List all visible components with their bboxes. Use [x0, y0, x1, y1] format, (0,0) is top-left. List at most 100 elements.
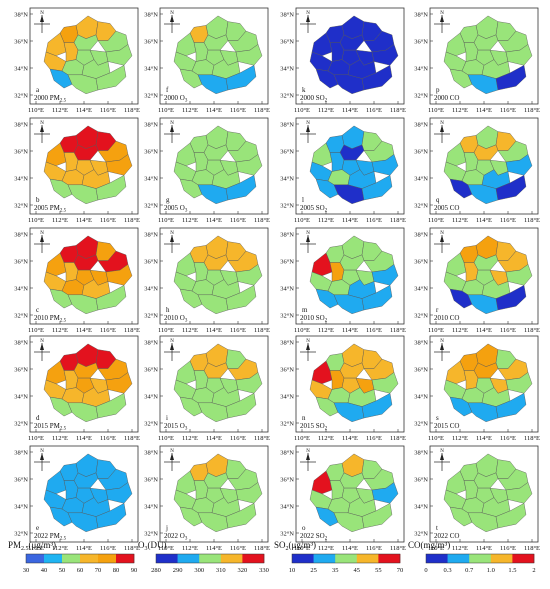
x-tick-label: 112°E [52, 545, 68, 552]
y-tick-label: 38°N [414, 12, 428, 19]
north-arrow-icon [440, 15, 444, 22]
legend-swatch [199, 554, 222, 563]
x-tick-label: 118°E [390, 327, 406, 334]
y-tick-label: 34°N [280, 286, 294, 293]
legend-tick-label: 0.3 [444, 567, 452, 574]
legend-co: CO(mg/m³) 0 0.3 0.7 1.0 1.5 2 [408, 540, 536, 574]
y-tick-label: 34°N [14, 286, 28, 293]
north-label: N [40, 231, 44, 236]
y-tick-label: 38°N [144, 232, 158, 239]
panel-caption: 2000 SO2 [300, 94, 328, 104]
y-tick-label: 34°N [14, 176, 28, 183]
y-tick-label: 38°N [414, 450, 428, 457]
legend-tick-label: 1.0 [487, 567, 495, 574]
y-tick-label: 32°N [280, 531, 294, 538]
y-tick-label: 34°N [144, 176, 158, 183]
y-tick-label: 38°N [144, 450, 158, 457]
region-15 [95, 64, 127, 91]
north-arrow-icon [440, 125, 444, 132]
x-tick-label: 116°E [366, 327, 382, 334]
y-tick-label: 38°N [14, 122, 28, 129]
legend-swatch [512, 554, 535, 563]
x-tick-label: 114°E [206, 327, 222, 334]
y-tick-label: 34°N [414, 286, 428, 293]
legend-tick-label: 60 [77, 567, 84, 574]
legend-bar-frame [25, 553, 135, 564]
x-tick-label: 110°E [428, 435, 444, 442]
y-tick-label: 34°N [414, 66, 428, 73]
y-tick-label: 36°N [144, 367, 158, 374]
x-tick-label: 116°E [230, 545, 246, 552]
y-tick-label: 34°N [280, 504, 294, 511]
north-label: N [440, 449, 444, 454]
y-tick-label: 36°N [14, 39, 28, 46]
x-tick-label: 116°E [100, 327, 116, 334]
north-arrow-icon [40, 15, 44, 22]
x-tick-label: 110°E [28, 545, 44, 552]
north-label: N [40, 339, 44, 344]
region-15 [361, 392, 393, 419]
north-arrow-icon [170, 15, 174, 22]
region-15 [361, 174, 393, 201]
north-arrow-icon [306, 125, 310, 132]
y-tick-label: 32°N [414, 531, 428, 538]
north-label: N [306, 231, 310, 236]
x-tick-label: 112°E [452, 435, 468, 442]
y-tick-label: 36°N [144, 477, 158, 484]
x-tick-label: 114°E [76, 217, 92, 224]
north-label: N [40, 11, 44, 16]
north-label: N [170, 11, 174, 16]
region-15 [95, 502, 127, 529]
x-tick-label: 114°E [476, 545, 492, 552]
x-tick-label: 112°E [318, 217, 334, 224]
x-tick-label: 118°E [524, 435, 540, 442]
region-15 [225, 502, 257, 529]
x-tick-label: 118°E [524, 327, 540, 334]
panel-caption: 2015 O3 [164, 422, 188, 432]
x-tick-label: 116°E [500, 435, 516, 442]
x-tick-label: 110°E [158, 217, 174, 224]
y-tick-label: 32°N [14, 313, 28, 320]
legend-swatch [177, 554, 200, 563]
y-tick-label: 38°N [14, 232, 28, 239]
legend-bar-frame [155, 553, 265, 564]
north-arrow-icon [306, 235, 310, 242]
x-tick-label: 110°E [158, 107, 174, 114]
x-tick-label: 112°E [182, 107, 198, 114]
y-tick-label: 34°N [280, 176, 294, 183]
panel-caption: 2015 PM2.5 [34, 422, 67, 432]
y-tick-label: 32°N [144, 531, 158, 538]
legend-so: SO2(μg/m³) 10 25 35 45 55 70 [274, 540, 403, 574]
y-tick-label: 38°N [144, 340, 158, 347]
legend-swatch [426, 554, 448, 563]
region-15 [361, 502, 393, 529]
legend-tick-label: 70 [95, 567, 102, 574]
legend-swatch [242, 554, 265, 563]
x-tick-label: 116°E [366, 545, 382, 552]
y-tick-label: 38°N [14, 450, 28, 457]
x-tick-label: 110°E [428, 107, 444, 114]
legend-swatch [26, 554, 45, 563]
legend-tick-label: 55 [375, 567, 382, 574]
y-tick-label: 36°N [144, 149, 158, 156]
north-label: N [440, 11, 444, 16]
x-tick-label: 110°E [158, 327, 174, 334]
y-tick-label: 36°N [144, 259, 158, 266]
y-tick-label: 32°N [14, 203, 28, 210]
x-tick-label: 112°E [182, 327, 198, 334]
panel-letter: g [166, 196, 170, 204]
legend-tick-label: 1.5 [508, 567, 516, 574]
x-tick-label: 110°E [294, 327, 310, 334]
panel-letter: m [302, 306, 308, 314]
y-tick-label: 32°N [144, 203, 158, 210]
y-tick-label: 34°N [280, 394, 294, 401]
x-tick-label: 118°E [124, 217, 140, 224]
panel-letter: a [36, 86, 40, 94]
y-tick-label: 32°N [14, 93, 28, 100]
